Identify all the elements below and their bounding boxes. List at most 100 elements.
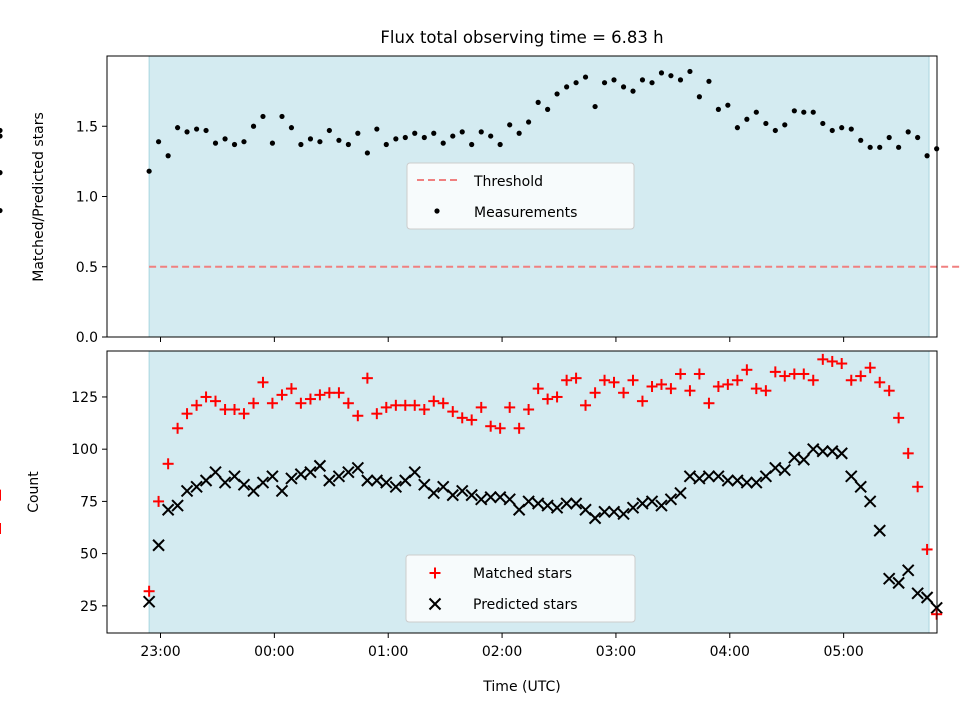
matched-star-point xyxy=(276,389,288,401)
measurement-point xyxy=(440,140,446,146)
legend-predicted-swatch xyxy=(428,597,442,611)
measurement-point xyxy=(355,130,361,136)
x-tick-label: 02:00 xyxy=(482,644,522,660)
predicted-star-point xyxy=(901,564,915,577)
predicted-star-point xyxy=(854,480,867,493)
measurement-point xyxy=(478,129,484,135)
matched-star-point xyxy=(731,374,743,386)
matched-star-point xyxy=(883,385,895,397)
matched-star-point xyxy=(238,408,250,420)
predicted-star-points xyxy=(142,442,943,615)
measurement-point xyxy=(0,127,3,134)
predicted-star-point xyxy=(664,493,678,506)
predicted-star-point xyxy=(152,539,165,552)
measurement-point xyxy=(307,136,314,142)
measurement-point xyxy=(364,150,370,156)
predicted-star-point xyxy=(835,447,848,460)
matched-star-point xyxy=(494,422,506,434)
matched-star-point xyxy=(285,383,297,395)
matched-star-point xyxy=(618,387,630,399)
matched-star-point xyxy=(295,397,307,409)
matched-star-point xyxy=(466,414,478,426)
measurement-points xyxy=(0,68,940,214)
x-tick-label: 03:00 xyxy=(596,644,636,660)
ratio-y-axis-label: Matched/Predicted stars xyxy=(31,112,47,282)
measurement-point xyxy=(924,153,930,159)
matched-star-point xyxy=(418,403,430,415)
predicted-star-point xyxy=(712,470,725,483)
matched-star-point xyxy=(143,585,155,597)
measurement-point xyxy=(269,140,276,146)
y-tick-label: 1.0 xyxy=(76,190,98,206)
measurement-point xyxy=(867,144,873,150)
matched-star-point xyxy=(798,368,810,380)
predicted-star-point xyxy=(475,493,488,506)
predicted-star-point xyxy=(807,442,820,456)
measurement-point xyxy=(858,137,864,143)
predicted-star-point xyxy=(171,499,184,512)
predicted-star-point xyxy=(892,576,905,590)
predicted-star-point xyxy=(655,499,668,512)
predicted-star-point xyxy=(863,495,877,508)
matched-star-point xyxy=(361,372,373,384)
predicted-star-point xyxy=(342,465,355,479)
measurement-point xyxy=(0,133,3,139)
measurement-point xyxy=(725,102,731,108)
chart-title: Flux total observing time = 6.83 h xyxy=(380,28,663,47)
ratio-y-axis: 0.0 0.5 1.0 1.5 xyxy=(76,119,107,346)
measurement-point xyxy=(0,170,3,176)
predicted-star-point xyxy=(237,478,251,491)
measurement-point xyxy=(174,125,181,131)
matched-star-point xyxy=(788,368,800,380)
ratio-x-axis xyxy=(160,337,845,342)
predicted-star-point xyxy=(541,499,554,512)
matched-star-point xyxy=(912,481,924,493)
measurement-point xyxy=(820,120,826,127)
y-tick-label: 0.5 xyxy=(76,260,98,276)
measurement-point xyxy=(0,207,3,214)
measurement-point xyxy=(601,80,608,86)
predicted-star-point xyxy=(607,505,621,519)
matched-star-point xyxy=(333,387,345,399)
legend-threshold-label: Threshold xyxy=(473,174,543,190)
measurement-point xyxy=(744,116,750,122)
measurement-point xyxy=(516,130,522,136)
predicted-star-point xyxy=(826,445,839,458)
predicted-star-point xyxy=(142,595,156,608)
measurement-point xyxy=(734,125,741,131)
matched-star-point xyxy=(257,376,269,388)
matched-star-point xyxy=(807,374,819,386)
measurement-point xyxy=(677,77,684,83)
matched-star-point xyxy=(390,399,402,411)
measurement-point xyxy=(763,120,769,127)
measurement-point xyxy=(326,127,332,134)
measurement-point xyxy=(886,134,892,141)
measurement-point xyxy=(402,134,408,141)
measurement-point xyxy=(848,126,854,132)
predicted-star-point xyxy=(788,451,801,464)
y-tick-label: 1.5 xyxy=(76,119,98,135)
legend-plus-marker xyxy=(429,567,441,579)
y-tick-label: 75 xyxy=(80,494,98,510)
y-tick-label: 25 xyxy=(80,599,98,615)
measurement-point xyxy=(526,119,532,125)
measurement-point xyxy=(222,136,228,142)
predicted-star-point xyxy=(285,472,298,485)
predicted-star-point xyxy=(683,470,697,483)
y-tick-label: 0.0 xyxy=(76,330,98,346)
count-panel: 25 50 75 100 125 23:00 00:00 01:00 02:00 03:00 04… xyxy=(0,350,943,695)
y-tick-label: 100 xyxy=(71,442,98,458)
matched-star-point xyxy=(229,403,241,415)
predicted-star-point xyxy=(873,524,886,537)
measurement-point xyxy=(687,68,693,75)
measurement-point xyxy=(896,144,902,150)
measurement-point xyxy=(260,113,266,120)
y-tick-label: 50 xyxy=(80,547,98,563)
matched-star-point xyxy=(532,383,544,395)
predicted-star-point xyxy=(294,468,308,481)
predicted-star-point xyxy=(266,470,279,483)
ratio-legend: Threshold Measurements xyxy=(406,162,635,230)
measurement-point xyxy=(772,127,778,134)
matched-star-point xyxy=(580,399,592,411)
